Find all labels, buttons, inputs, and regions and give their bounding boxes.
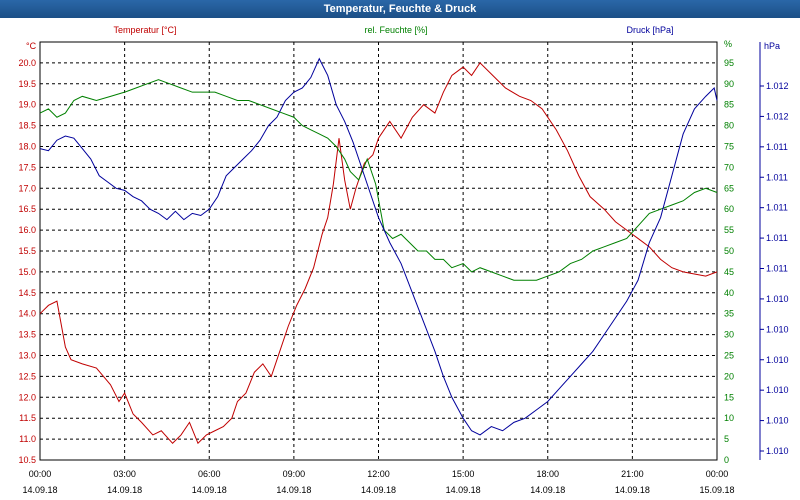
pressure-tick-label: 1.010 (766, 324, 789, 334)
temperature-tick-label: 19.5 (18, 79, 36, 89)
humidity-tick-label: 70 (724, 162, 734, 172)
temperature-tick-label: 15.5 (18, 246, 36, 256)
temperature-tick-label: 11.5 (19, 413, 36, 423)
temperature-tick-label: 14.0 (18, 309, 36, 319)
humidity-tick-label: 95 (724, 58, 734, 68)
temperature-tick-label: 12.5 (18, 371, 36, 381)
humidity-tick-label: 55 (724, 225, 734, 235)
x-tick-date-label: 14.09.18 (107, 485, 142, 495)
x-tick-time-label: 21:00 (621, 469, 644, 479)
humidity-tick-label: 20 (724, 371, 734, 381)
temperature-tick-label: 18.0 (18, 142, 36, 152)
humidity-tick-label: 85 (724, 100, 734, 110)
humidity-tick-label: 0 (724, 455, 729, 465)
pressure-tick-label: 1.011 (766, 233, 788, 243)
pressure-tick-label: 1.011 (766, 142, 788, 152)
x-tick-date-label: 14.09.18 (276, 485, 311, 495)
humidity-axis-label: rel. Feuchte [%] (364, 25, 427, 35)
x-tick-time-label: 06:00 (198, 469, 221, 479)
chart-area: 10.5 11.0 11.5 12.0 12.5 13.0 13.5 14.0 14.5 15.0… (18, 25, 789, 495)
pressure-axis-label: Druck [hPa] (626, 25, 673, 35)
temperature-tick-label: 13.0 (18, 351, 36, 361)
humidity-tick-label: 90 (724, 79, 734, 89)
temperature-tick-label: 20.0 (18, 58, 36, 68)
temperature-tick-label: 16.5 (18, 204, 36, 214)
x-tick-time-label: 12:00 (367, 469, 390, 479)
temperature-tick-label: 18.5 (18, 121, 36, 131)
series-line-humidity (39, 79, 718, 281)
x-tick-time-label: 09:00 (283, 469, 306, 479)
x-tick-date-label: 14.09.18 (446, 485, 481, 495)
pressure-tick-label: 1.011 (766, 203, 788, 213)
humidity-tick-label: 10 (724, 413, 734, 423)
temperature-tick-label: 16.0 (18, 225, 36, 235)
temperature-unit-label: °C (26, 41, 37, 51)
pressure-tick-label: 1.011 (766, 172, 788, 182)
x-tick-date-label: 15.09.18 (699, 485, 734, 495)
humidity-tick-label: 60 (724, 204, 734, 214)
humidity-tick-label: 40 (724, 288, 734, 298)
temperature-tick-label: 13.5 (18, 330, 36, 340)
humidity-unit-label: % (724, 39, 732, 49)
x-tick-date-label: 14.09.18 (615, 485, 650, 495)
humidity-tick-label: 5 (724, 434, 729, 444)
x-tick-time-label: 03:00 (113, 469, 136, 479)
pressure-tick-label: 1.010 (766, 446, 789, 456)
pressure-tick-label: 1.010 (766, 294, 789, 304)
x-tick-time-label: 00:00 (29, 469, 52, 479)
pressure-tick-label: 1.012 (766, 81, 789, 91)
temperature-tick-label: 17.0 (18, 183, 36, 193)
humidity-tick-label: 30 (724, 330, 734, 340)
humidity-tick-label: 25 (724, 351, 734, 361)
temperature-tick-label: 11.0 (19, 434, 36, 444)
humidity-tick-label: 15 (724, 392, 734, 402)
pressure-tick-label: 1.011 (766, 264, 788, 274)
humidity-tick-label: 65 (724, 183, 734, 193)
temperature-tick-label: 17.5 (18, 162, 36, 172)
pressure-unit-label: hPa (764, 41, 780, 51)
humidity-tick-label: 50 (724, 246, 734, 256)
humidity-tick-label: 80 (724, 121, 734, 131)
x-tick-date-label: 14.09.18 (22, 485, 57, 495)
humidity-tick-label: 75 (724, 142, 734, 152)
temperature-tick-label: 12.0 (18, 392, 36, 402)
temperature-tick-label: 15.0 (18, 267, 36, 277)
temperature-tick-label: 19.0 (18, 100, 36, 110)
series-line-temperature (39, 62, 718, 445)
pressure-tick-label: 1.010 (766, 385, 789, 395)
x-tick-time-label: 00:00 (706, 469, 729, 479)
pressure-tick-label: 1.010 (766, 355, 789, 365)
humidity-tick-label: 35 (724, 309, 734, 319)
chart-title: Temperatur, Feuchte & Druck (0, 0, 800, 18)
x-tick-time-label: 15:00 (452, 469, 475, 479)
x-tick-date-label: 14.09.18 (530, 485, 565, 495)
x-tick-date-label: 14.09.18 (361, 485, 396, 495)
pressure-tick-label: 1.010 (766, 416, 789, 426)
x-tick-date-label: 14.09.18 (192, 485, 227, 495)
humidity-tick-label: 45 (724, 267, 734, 277)
temperature-tick-label: 10.5 (18, 455, 36, 465)
x-tick-time-label: 18:00 (536, 469, 559, 479)
temperature-axis-label: Temperatur [°C] (113, 25, 176, 35)
temperature-tick-label: 14.5 (18, 288, 36, 298)
pressure-tick-label: 1.012 (766, 111, 789, 121)
series-line-pressure (39, 57, 718, 436)
